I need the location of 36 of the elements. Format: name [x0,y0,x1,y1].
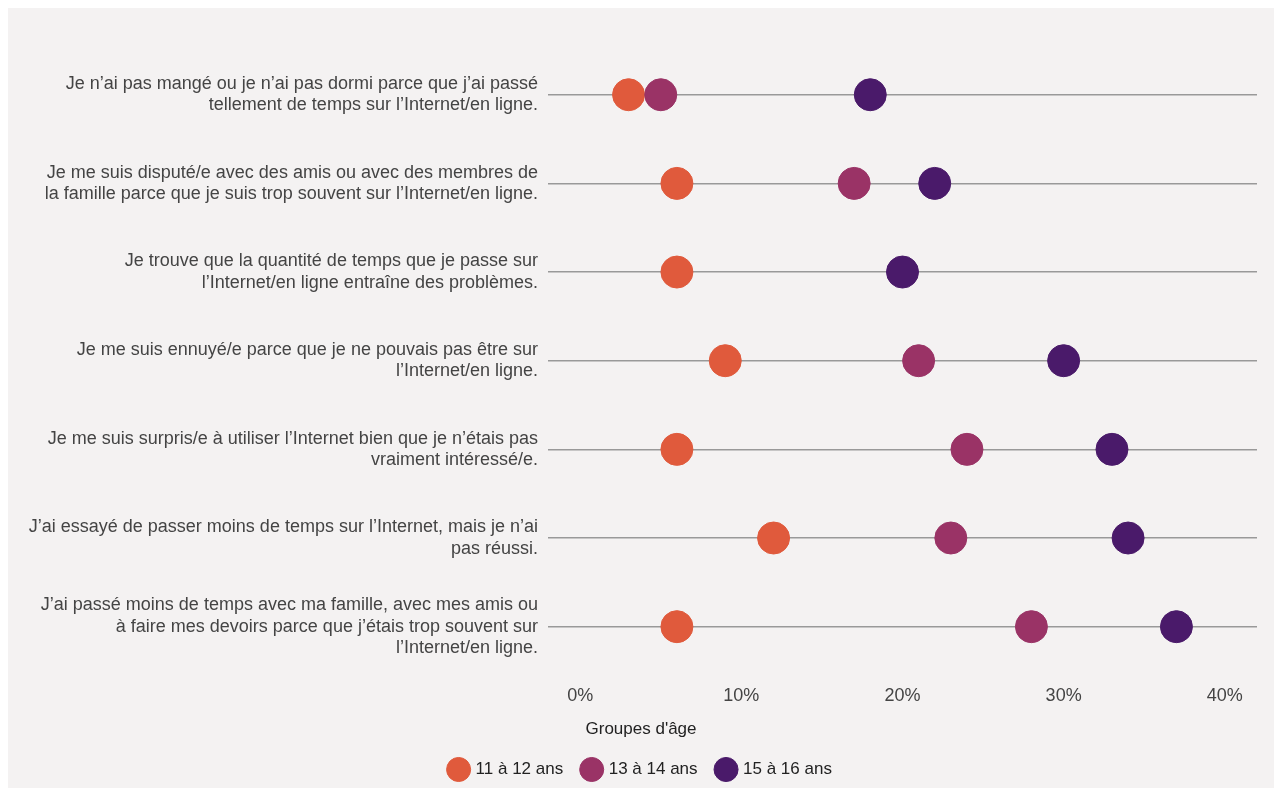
x-tick-label: 20% [884,684,921,705]
point [950,432,984,466]
point [612,78,646,112]
y-tick-label: Je trouve que la quantité de temps que je passe sur l’Internet/en ligne entraîne des problèmes. [124,250,538,292]
y-tick-label: J’ai passé moins de temps avec ma famille, avec mes amis ou à faire mes devoirs parce que j’étais trop souvent sur l’Internet/en ligne. [40,594,538,658]
point [660,255,694,289]
x-tick-label: 0% [567,684,594,705]
point [1095,432,1129,466]
x-tick-label: 10% [723,684,760,705]
point [902,344,936,378]
x-tick-label: 30% [1045,684,1082,705]
point [1111,521,1145,555]
y-tick-label: Je me suis ennuyé/e parce que je ne pouvais pas être sur l’Internet/en ligne. [76,338,538,381]
y-tick-label: Je me suis surpris/e à utiliser l’Internet bien que je n’étais pas vraiment intéressé/e. [47,427,538,470]
x-tick-label: 40% [1206,684,1243,705]
point [660,166,694,200]
point [1159,610,1193,644]
legend-label: 13 à 14 ans [608,759,698,779]
point [934,521,968,555]
point [918,166,952,200]
point [1014,610,1048,644]
legend-label: 15 à 16 ans [743,759,832,779]
y-tick-label: Je n’ai pas mangé ou je n’ai pas dormi parce que j’ai passé tellement de temps sur l’Internet/en ligne. [65,72,538,115]
point [886,255,919,289]
point [660,432,694,466]
y-tick-label: J’ai essayé de passer moins de temps sur l’Internet, mais je n’ai pas réussi. [28,516,538,558]
point [837,166,871,200]
point [853,78,887,112]
point [708,344,742,378]
point [644,78,678,112]
legend-title: Groupes d'âge [585,718,697,738]
point [660,610,694,644]
legend-label: 11 à 12 ans [475,759,564,779]
point [1047,344,1081,378]
y-tick-label: Je me suis disputé/e avec des amis ou avec des membres de la famille parce que je suis trop souvent sur l’Internet/en ligne. [44,161,538,204]
point [757,521,791,555]
